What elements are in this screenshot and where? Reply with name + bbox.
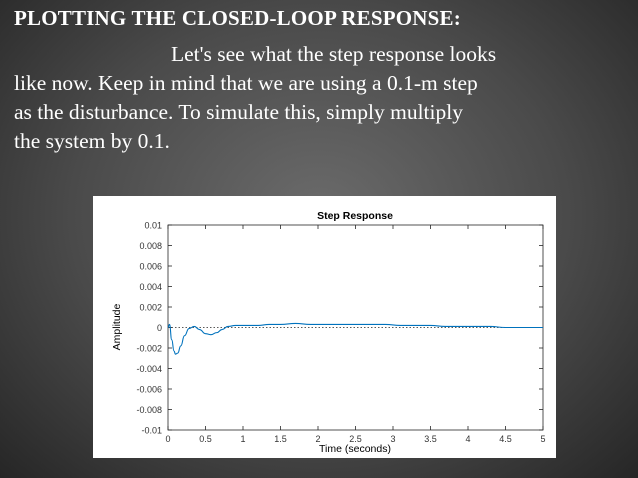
y-tick-label: 0.008	[139, 241, 162, 251]
x-axis-ticks: 0 0.5 1 1.5 2 2.5 3 3.5 4 4.5 5	[165, 225, 546, 444]
y-tick-label: -0.006	[136, 385, 162, 395]
x-axis-label: Time (seconds)	[319, 443, 391, 455]
body-line-3: as the disturbance. To simulate this, si…	[14, 100, 463, 124]
x-tick-label: 3.5	[424, 434, 437, 444]
x-tick-label: 1	[240, 434, 245, 444]
body-line-2: like now. Keep in mind that we are using…	[14, 71, 478, 95]
y-tick-label: -0.004	[136, 364, 162, 374]
x-tick-label: 0	[165, 434, 170, 444]
slide-body: Let's see what the step response looks l…	[14, 40, 614, 156]
x-tick-label: 5	[540, 434, 545, 444]
response-curve	[167, 322, 543, 355]
x-tick-label: 0.5	[199, 434, 212, 444]
y-axis-ticks: 0.01 0.008 0.006 0.004 0.002 0 -0.002 -0.004 -0.…	[136, 221, 543, 436]
step-response-figure: Step Response Time (seconds) Amplitude 0…	[93, 196, 556, 458]
y-tick-label: 0.006	[139, 262, 162, 272]
x-tick-label: 4.5	[499, 434, 512, 444]
y-tick-label: 0.004	[139, 282, 162, 292]
x-tick-label: 2.5	[349, 434, 362, 444]
step-response-chart: Step Response Time (seconds) Amplitude 0…	[111, 210, 546, 455]
slide-title: PLOTTING THE CLOSED-LOOP RESPONSE:	[14, 6, 461, 30]
y-tick-label: -0.01	[141, 426, 162, 436]
y-tick-label: -0.002	[136, 344, 162, 354]
y-tick-label: 0	[157, 323, 162, 333]
x-tick-label: 2	[315, 434, 320, 444]
x-tick-label: 3	[390, 434, 395, 444]
chart-title: Step Response	[317, 210, 393, 222]
body-line-4: the system by 0.1.	[14, 129, 170, 153]
y-tick-label: 0.01	[144, 221, 162, 231]
y-axis-label: Amplitude	[111, 304, 123, 351]
x-tick-label: 4	[465, 434, 470, 444]
x-tick-label: 1.5	[274, 434, 287, 444]
y-tick-label: -0.008	[136, 405, 162, 415]
body-line-1: Let's see what the step response looks	[171, 42, 497, 66]
y-tick-label: 0.002	[139, 303, 162, 313]
